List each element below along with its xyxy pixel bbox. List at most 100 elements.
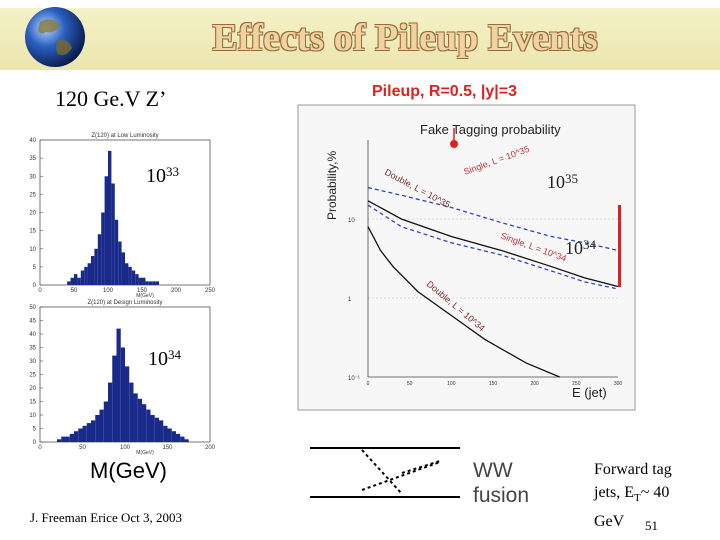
- y-tick-label: 25: [29, 373, 36, 379]
- x-tick-label: 150: [137, 288, 148, 294]
- hist-bar: [69, 433, 74, 442]
- y-tick-label: 20: [29, 386, 36, 392]
- y-tick-label: 30: [29, 359, 36, 365]
- series-line: [367, 200, 619, 288]
- luminosity-label-1033: 1033: [146, 164, 179, 187]
- hist-bar: [171, 431, 176, 442]
- plot-title: Pileup, R=0.5, |y|=3: [372, 83, 518, 100]
- x-tick-label: 250: [205, 288, 216, 294]
- mass-axis-label: M(GeV): [90, 458, 167, 483]
- y-tick-label: 10: [348, 218, 355, 224]
- hist-bar: [159, 420, 164, 442]
- hist-bar: [82, 425, 87, 442]
- title-band: [0, 8, 720, 70]
- y-tick-label: 45: [29, 319, 36, 325]
- hist-bar: [111, 183, 115, 285]
- hist-bar: [146, 409, 151, 442]
- hist-bar: [74, 431, 79, 442]
- y-tick-label: 0: [33, 283, 37, 289]
- hist-bar: [163, 425, 168, 442]
- hist-bar: [99, 409, 104, 442]
- hist-bar: [138, 277, 142, 285]
- x-tick-label: 50: [71, 288, 78, 294]
- ww-fusion-label: WW fusion: [473, 459, 530, 507]
- hist-bar: [128, 266, 132, 285]
- hist-bar: [142, 404, 147, 442]
- hist-bar: [101, 212, 105, 285]
- hist-bar: [57, 439, 62, 442]
- hist-bar: [80, 270, 85, 285]
- page-number: 51: [645, 518, 658, 533]
- hist-bar: [121, 252, 125, 285]
- plot-label-1035: 1035: [547, 171, 578, 192]
- hist-bar: [125, 366, 130, 442]
- hist-bar: [65, 436, 70, 442]
- x-tick-label: 150: [489, 381, 498, 387]
- x-tick-label: 200: [530, 381, 539, 387]
- histogram-design-luminosity: Z(120) at Design Luminosity 0 5 10 15 20 25 30 3…: [29, 300, 215, 456]
- hist-bar: [91, 256, 95, 285]
- hist-bar: [131, 270, 136, 285]
- hist-title: Z(120) at Low Luminosity: [91, 133, 158, 139]
- hist-bar: [118, 241, 122, 285]
- series-line: [367, 204, 619, 290]
- slide-title: Effects of Pileup Events: [212, 17, 598, 59]
- x-tick-label: 50: [79, 445, 86, 451]
- x-tick-label: 200: [171, 288, 182, 294]
- hist-bar: [112, 355, 117, 442]
- hist-bar: [97, 234, 102, 285]
- hist-bar: [135, 274, 139, 285]
- y-tick-label: 25: [29, 192, 36, 198]
- y-tick-label: 40: [29, 332, 36, 338]
- y-tick-label: 40: [29, 138, 36, 144]
- forward-tag-text: Forward tag jets, ET~ 40 GeV: [594, 461, 672, 531]
- hist-bar: [155, 281, 159, 285]
- plot-subtitle: Fake Tagging probability: [420, 122, 561, 137]
- hist-bar: [114, 219, 119, 285]
- x-tick-label: 0: [38, 445, 42, 451]
- hist-bar: [67, 281, 71, 285]
- y-tick-label: 5: [33, 265, 37, 271]
- y-axis-label: Probability,%: [325, 151, 339, 220]
- hist-bar: [167, 428, 172, 442]
- y-tick-label: 1: [348, 297, 352, 303]
- x-tick-label: 150: [162, 445, 173, 451]
- hist-bar: [87, 263, 91, 285]
- hist-bar: [77, 277, 81, 285]
- y-tick-label: 35: [29, 346, 36, 352]
- x-tick-label: 100: [447, 381, 456, 387]
- y-tick-label: 30: [29, 174, 36, 180]
- x-tick-label: 100: [120, 445, 131, 451]
- x-tick-label: 0: [367, 381, 370, 387]
- series-line: [367, 226, 560, 378]
- hist-bar: [142, 277, 146, 285]
- x-tick-label: 300: [614, 381, 623, 387]
- hist-bar: [108, 150, 112, 285]
- red-bracket: [618, 205, 621, 287]
- globe-icon: [25, 7, 85, 67]
- hist-bar: [104, 176, 108, 285]
- y-tick-label: 5: [33, 427, 37, 433]
- hist-bar: [74, 274, 78, 285]
- hist-bar: [78, 428, 83, 442]
- hist-bar: [137, 398, 142, 442]
- y-tick-label: 10: [29, 413, 36, 419]
- hist-bar: [95, 415, 100, 442]
- hist-title: Z(120) at Design Luminosity: [87, 300, 162, 306]
- hist-bar: [125, 263, 129, 285]
- hist-bar: [86, 423, 91, 442]
- x-tick-label: 0: [38, 288, 42, 294]
- hist-bar: [129, 382, 134, 442]
- hist-bar: [180, 436, 185, 442]
- hist-bar: [176, 433, 181, 442]
- y-tick-label: 15: [29, 229, 36, 235]
- ww-fusion-diagram: [310, 447, 460, 498]
- hist-bar: [84, 266, 88, 285]
- hist-bar: [152, 281, 156, 285]
- hist-bar: [116, 328, 121, 442]
- plot-label-1034: 1034: [565, 237, 596, 258]
- x-tick-label: 200: [205, 445, 216, 451]
- y-tick-label: 10⁻¹: [348, 376, 360, 382]
- hist-bar: [145, 281, 149, 285]
